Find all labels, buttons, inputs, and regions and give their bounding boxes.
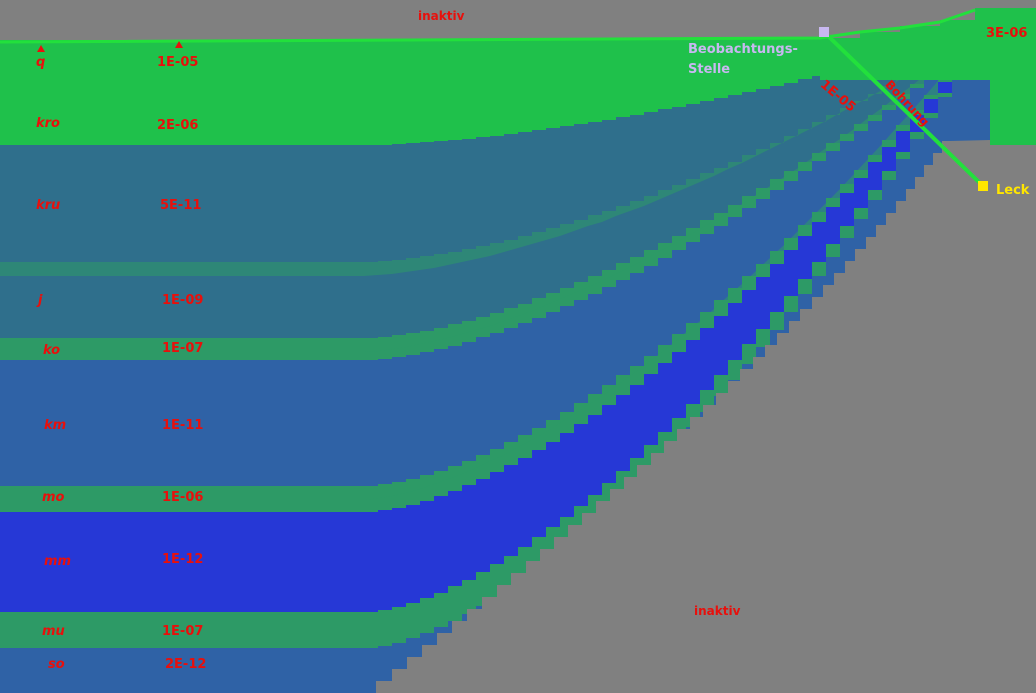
layer-value-mo: 1E-06 [162, 490, 204, 505]
layer-value-mu: 1E-07 [162, 624, 204, 639]
surface-marker-q [37, 45, 45, 52]
leak-point-marker [978, 181, 988, 191]
layer-value-kru: 5E-11 [160, 198, 202, 213]
observation-point-marker [819, 27, 829, 37]
top-right-value: 3E-06 [986, 26, 1028, 41]
surface-line [0, 8, 976, 44]
layer-label-kru: kru [36, 198, 61, 213]
layer-value-q: 1E-05 [157, 55, 199, 70]
layer-value-j: 1E-09 [162, 293, 204, 308]
layer-label-mo: mo [42, 490, 65, 505]
layer-value-mm: 1E-12 [162, 552, 204, 567]
layer-value-so: 2E-12 [165, 657, 207, 672]
surface-marker-value [175, 41, 183, 48]
layer-label-ko: ko [43, 343, 61, 358]
inactive-region-right [376, 140, 1036, 693]
ground-surface-hill [820, 8, 1036, 145]
layer-label-kro: kro [36, 116, 60, 131]
layer-label-j: j [38, 293, 43, 308]
borehole-line [823, 31, 985, 188]
layer-value-ko: 1E-07 [162, 341, 204, 356]
layer-value-km: 1E-11 [162, 418, 204, 433]
inactive-label-bottom: inaktiv [694, 604, 741, 618]
observation-label-line1: Beobachtungs- [688, 42, 798, 57]
layer-label-q: q [36, 55, 46, 70]
observation-label-line2: Stelle [688, 62, 731, 77]
layer-label-km: km [44, 418, 67, 433]
layer-value-kro: 2E-06 [157, 118, 199, 133]
layer-label-so: so [48, 657, 65, 672]
inactive-label-top: inaktiv [418, 9, 465, 23]
leak-label: Leck [996, 183, 1030, 198]
layer-label-mm: mm [44, 554, 72, 569]
layer-label-mu: mu [42, 624, 65, 639]
